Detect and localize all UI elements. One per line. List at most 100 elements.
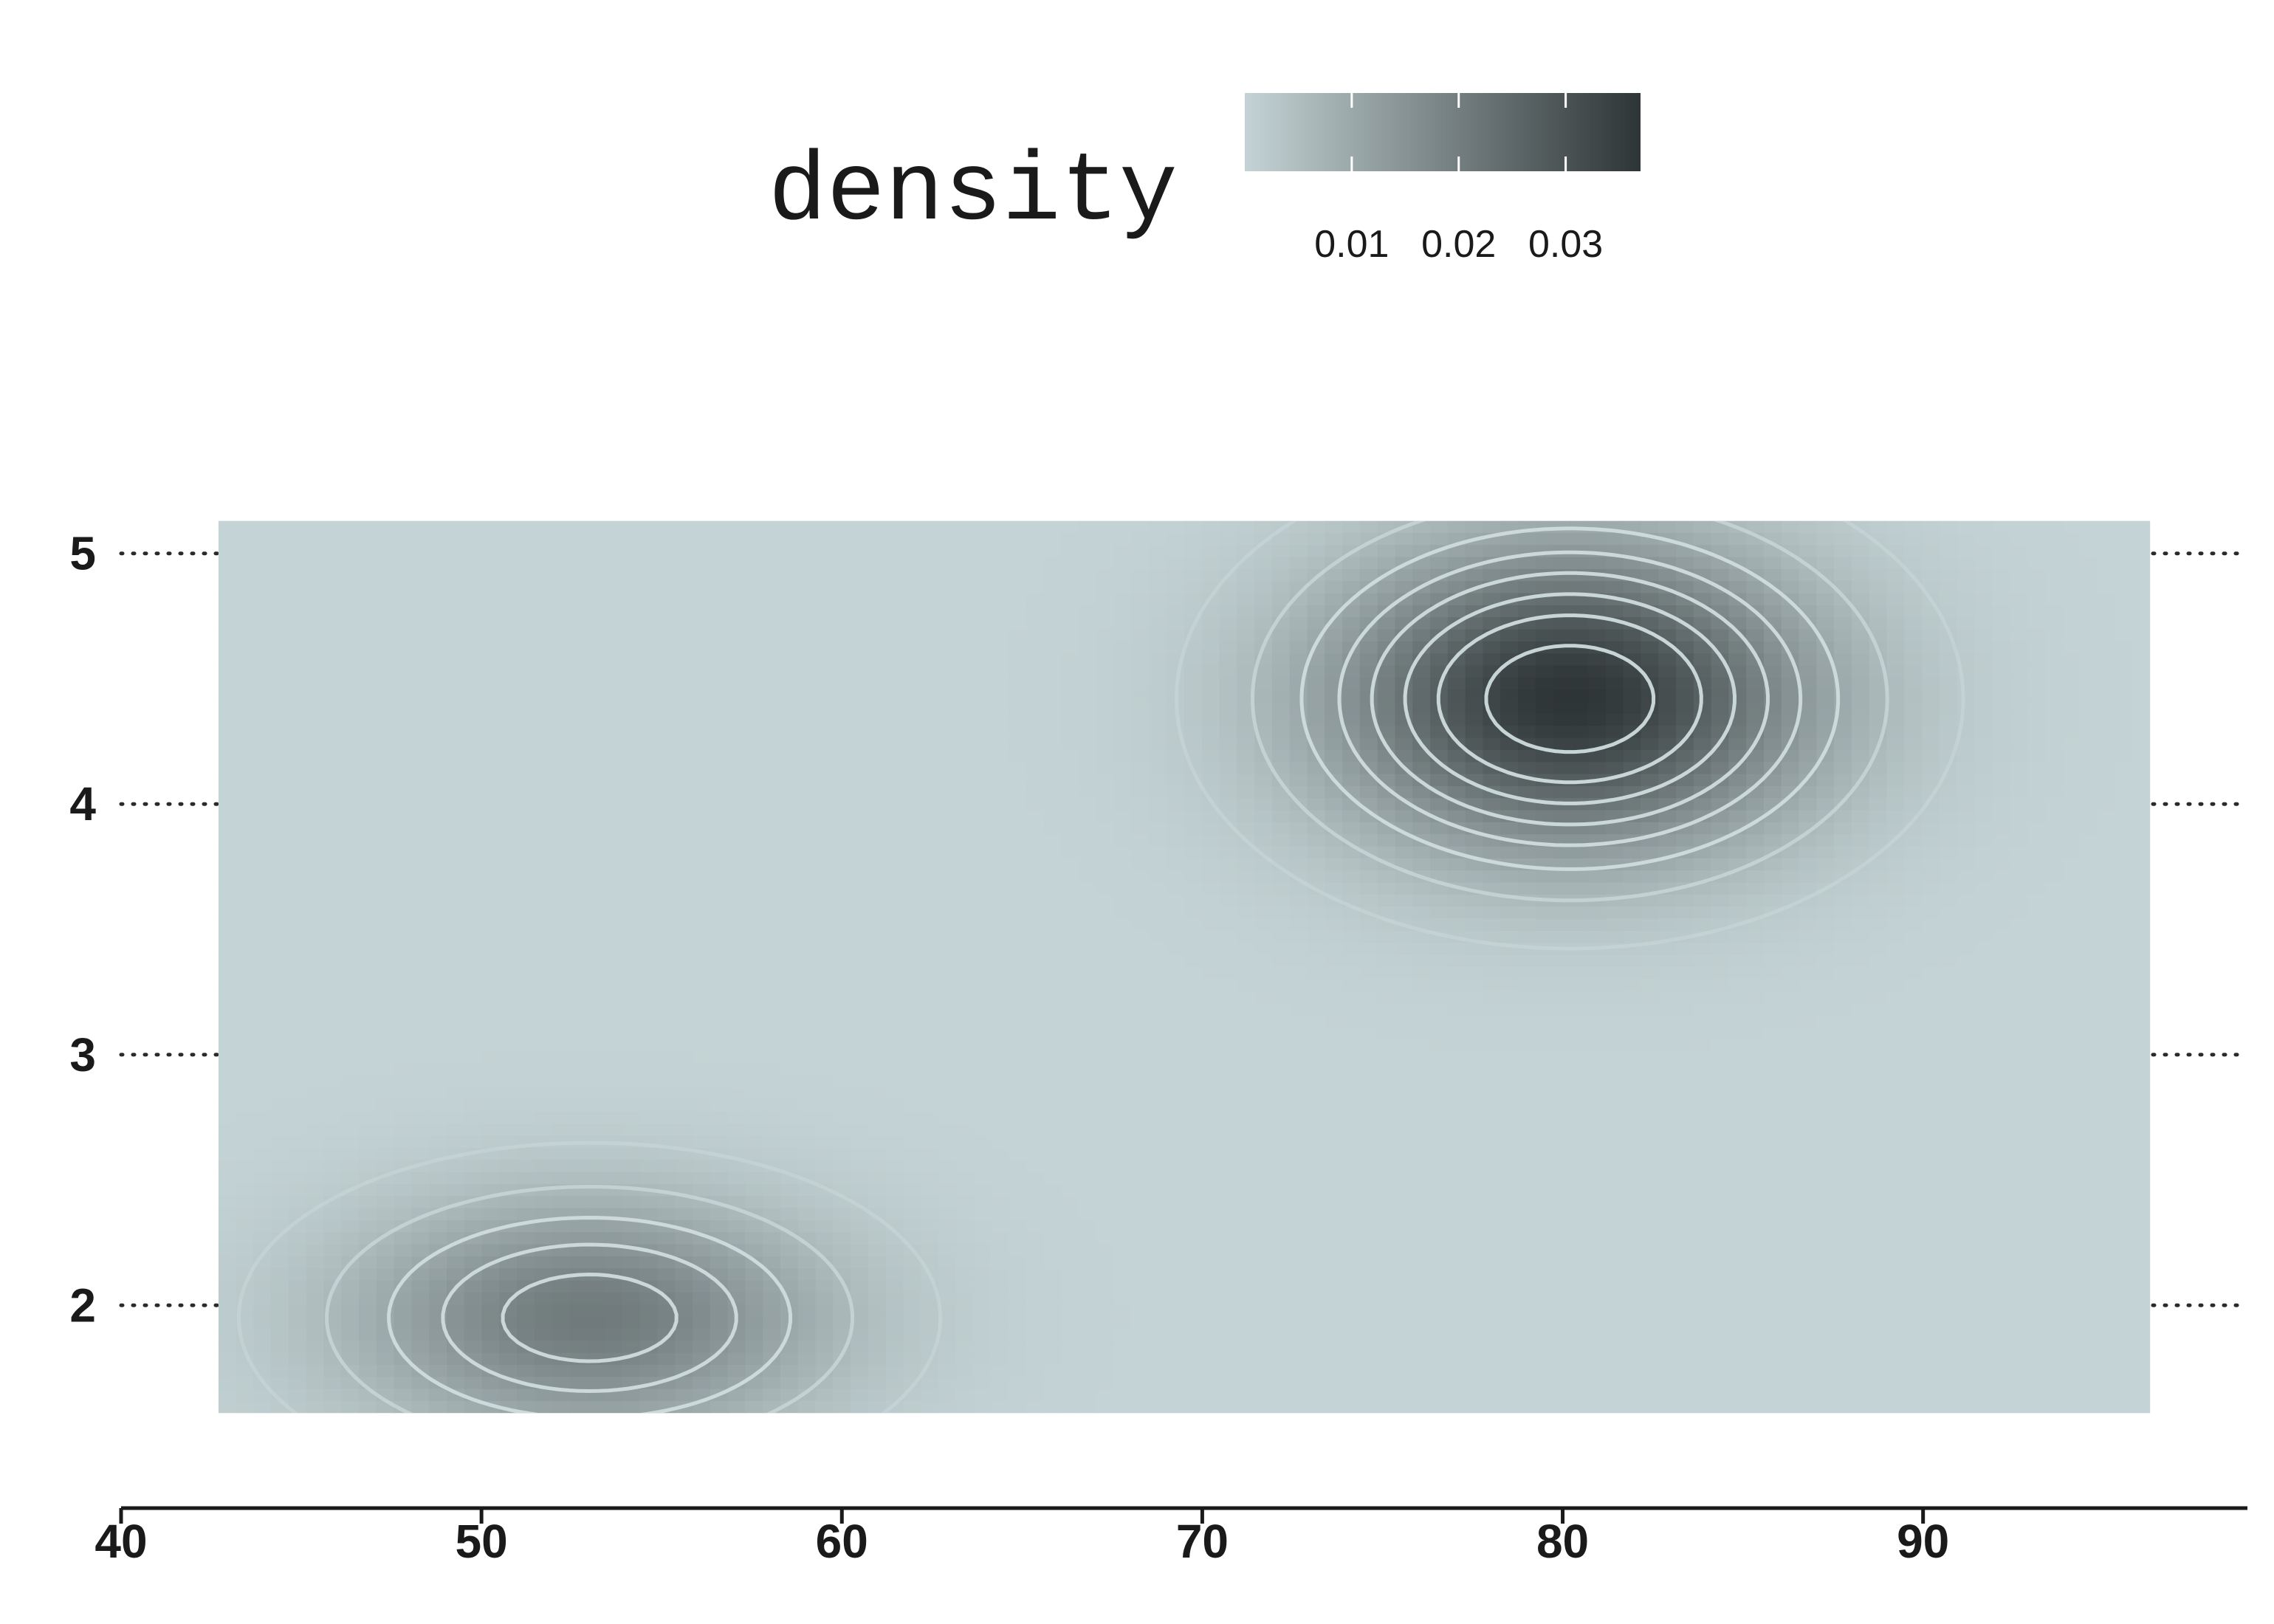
density-cell xyxy=(1869,605,1888,619)
density-cell xyxy=(306,1051,325,1064)
density-cell xyxy=(657,677,676,691)
density-cell xyxy=(868,1027,887,1040)
density-cell xyxy=(552,605,571,619)
density-cell xyxy=(1939,677,1958,691)
density-cell xyxy=(1658,834,1677,847)
density-cell xyxy=(1465,966,1484,980)
density-cell xyxy=(359,593,377,606)
density-cell xyxy=(639,991,659,1004)
density-cell xyxy=(517,834,535,847)
density-cell xyxy=(1096,834,1115,847)
density-cell xyxy=(2044,918,2064,932)
density-cell xyxy=(1658,762,1677,775)
density-cell xyxy=(306,605,325,619)
density-cell xyxy=(534,713,553,727)
density-cell xyxy=(1763,568,1782,582)
density-cell xyxy=(534,943,553,956)
density-cell xyxy=(763,737,781,751)
density-cell xyxy=(1728,930,1747,944)
density-cell xyxy=(376,713,395,727)
density-cell xyxy=(288,810,307,823)
density-cell xyxy=(1605,605,1624,619)
density-cell xyxy=(218,954,237,968)
density-cell xyxy=(236,894,255,908)
density-cell xyxy=(2062,1015,2081,1028)
density-cell xyxy=(2062,605,2081,619)
density-cell xyxy=(710,894,729,908)
density-cell xyxy=(447,593,465,606)
density-cell xyxy=(1675,749,1694,763)
density-cell xyxy=(376,545,395,558)
density-cell xyxy=(833,737,851,751)
density-cell xyxy=(1623,641,1642,655)
density-cell xyxy=(1851,810,1870,823)
density-cell xyxy=(1658,617,1677,630)
density-cell xyxy=(1237,798,1255,811)
density-cell xyxy=(1834,641,1852,655)
density-cell xyxy=(2115,1051,2134,1064)
density-cell xyxy=(2080,545,2098,558)
density-cell xyxy=(1641,1015,1660,1028)
density-cell xyxy=(955,617,975,630)
density-cell xyxy=(1465,677,1484,691)
density-cell xyxy=(1939,726,1958,739)
density-cell xyxy=(1921,774,1940,787)
density-cell xyxy=(2009,930,2028,944)
density-cell xyxy=(306,979,325,992)
density-cell xyxy=(481,858,501,872)
density-cell xyxy=(675,810,693,823)
density-cell xyxy=(903,701,922,715)
density-cell xyxy=(236,930,255,944)
density-cell xyxy=(1061,653,1080,667)
density-cell xyxy=(1465,701,1484,715)
density-cell xyxy=(1184,822,1203,836)
density-cell xyxy=(499,593,518,606)
density-cell xyxy=(306,677,325,691)
density-cell xyxy=(1359,665,1378,678)
density-cell xyxy=(1167,822,1185,836)
density-cell xyxy=(1219,581,1238,594)
density-cell xyxy=(1693,557,1712,570)
density-cell xyxy=(745,629,763,642)
density-cell xyxy=(885,726,904,739)
density-cell xyxy=(868,713,887,727)
density-cell xyxy=(1096,870,1115,884)
density-cell xyxy=(499,641,518,655)
density-cell xyxy=(1325,1015,1343,1028)
density-cell xyxy=(973,689,992,703)
density-cell xyxy=(1026,726,1045,739)
density-cell xyxy=(394,713,413,727)
density-cell xyxy=(1184,568,1203,582)
density-cell xyxy=(1641,906,1660,920)
density-cell xyxy=(1570,568,1589,582)
density-cell xyxy=(2009,954,2028,968)
density-cell xyxy=(376,1015,395,1028)
density-cell xyxy=(218,689,237,703)
density-cell xyxy=(429,629,447,642)
density-cell xyxy=(868,520,887,534)
density-cell xyxy=(1342,557,1361,570)
density-cell xyxy=(1096,979,1115,992)
density-cell xyxy=(271,568,289,582)
density-cell xyxy=(236,520,255,534)
density-cell xyxy=(815,581,834,594)
density-cell xyxy=(481,1051,501,1064)
density-cell xyxy=(376,943,395,956)
density-cell xyxy=(271,581,289,594)
density-cell xyxy=(1325,617,1343,630)
density-cell xyxy=(2132,641,2151,655)
density-cell xyxy=(1359,858,1378,872)
density-cell xyxy=(1939,532,1958,546)
density-cell xyxy=(376,726,395,739)
density-cell xyxy=(833,1051,851,1064)
density-cell xyxy=(1184,943,1203,956)
density-cell xyxy=(376,581,395,594)
density-cell xyxy=(2097,822,2116,836)
density-cell xyxy=(464,545,483,558)
density-cell xyxy=(447,1015,465,1028)
density-cell xyxy=(921,677,939,691)
density-cell xyxy=(1342,665,1361,678)
density-cell xyxy=(1500,846,1519,859)
density-cell xyxy=(534,1027,553,1040)
density-cell xyxy=(1992,991,2010,1004)
